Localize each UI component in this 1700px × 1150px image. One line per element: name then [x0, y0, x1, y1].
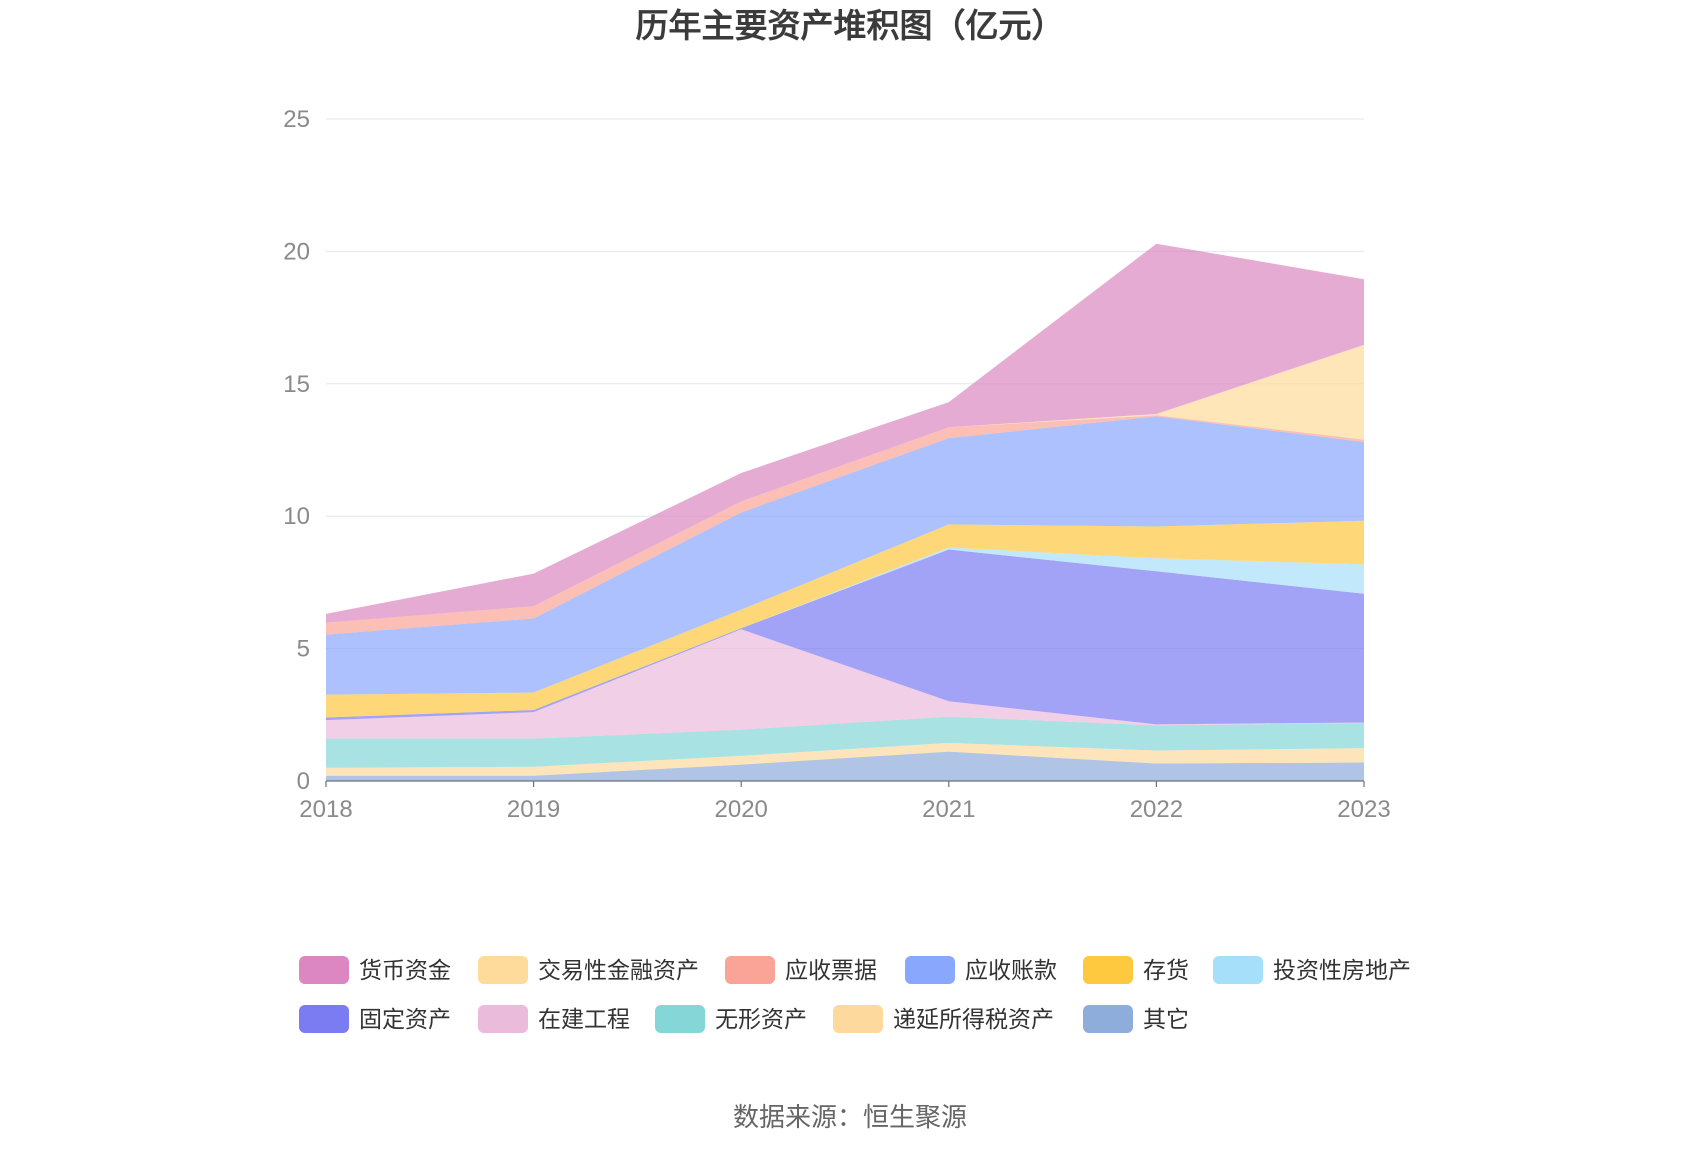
legend-item-6[interactable]: 固定资产	[299, 1003, 451, 1035]
legend-item-9[interactable]: 递延所得税资产	[833, 1003, 1054, 1035]
x-tick-label: 2019	[507, 796, 560, 823]
area-series-5	[326, 547, 1364, 718]
area-series-3	[326, 416, 1364, 695]
x-tick-label: 2022	[1130, 796, 1183, 823]
legend-item-5[interactable]: 投资性房地产	[1213, 954, 1411, 986]
axis-layer: 0 5 10 15 20 25 2018 2019 2020 2021 2022 2023	[283, 106, 1390, 823]
legend-swatch	[725, 956, 775, 984]
legend-swatch	[905, 956, 955, 984]
area-series-8	[326, 716, 1364, 768]
source-note: 数据来源：恒生聚源	[732, 1102, 967, 1132]
legend-item-7[interactable]: 在建工程	[478, 1003, 630, 1035]
legend-swatch	[478, 1005, 528, 1033]
x-tick-label: 2021	[922, 796, 975, 823]
legend-item-4[interactable]: 存货	[1083, 954, 1189, 986]
y-tick-label: 5	[297, 636, 310, 663]
y-tick-label: 10	[283, 503, 310, 530]
legend-swatch	[478, 956, 528, 984]
legend-label: 其它	[1143, 1006, 1189, 1032]
legend-label: 在建工程	[538, 1006, 630, 1032]
y-tick-label: 20	[283, 238, 310, 265]
legend-item-1[interactable]: 交易性金融资产	[478, 954, 699, 986]
legend-swatch	[1213, 956, 1263, 984]
y-tick-label: 25	[283, 106, 310, 133]
area-series-9	[326, 742, 1364, 776]
y-tick-label: 0	[297, 768, 310, 795]
legend-swatch	[1083, 956, 1133, 984]
y-tick-label: 15	[283, 371, 310, 398]
legend-label: 货币资金	[359, 957, 451, 983]
legend-item-3[interactable]: 应收账款	[905, 954, 1057, 986]
legend-label: 固定资产	[359, 1006, 451, 1032]
legend-label: 无形资产	[715, 1006, 807, 1032]
area-series-4	[326, 520, 1364, 718]
legend-label: 应收账款	[965, 957, 1057, 983]
area-series-10	[326, 751, 1364, 781]
legend-swatch	[655, 1005, 705, 1033]
legend-label: 递延所得税资产	[893, 1006, 1054, 1032]
legend-label: 交易性金融资产	[538, 957, 699, 983]
legend-item-8[interactable]: 无形资产	[655, 1003, 807, 1035]
area-series-0	[326, 243, 1364, 623]
legend-swatch	[1083, 1005, 1133, 1033]
legend-label: 应收票据	[785, 957, 877, 983]
x-tick-label: 2020	[715, 796, 768, 823]
legend-item-10[interactable]: 其它	[1083, 1003, 1189, 1035]
x-tick-label: 2023	[1337, 796, 1390, 823]
legend-swatch	[833, 1005, 883, 1033]
legend-label: 存货	[1143, 957, 1189, 983]
area-series-6	[326, 549, 1364, 725]
legend-item-0[interactable]: 货币资金	[299, 954, 451, 986]
legend-swatch	[299, 1005, 349, 1033]
chart-title: 历年主要资产堆积图（亿元）	[635, 7, 1065, 44]
legend-item-2[interactable]: 应收票据	[725, 954, 877, 986]
area-layer	[326, 243, 1364, 781]
x-tick-label: 2018	[299, 796, 352, 823]
legend-swatch	[299, 956, 349, 984]
area-series-7	[326, 629, 1364, 739]
legend-label: 投资性房地产	[1273, 957, 1411, 983]
